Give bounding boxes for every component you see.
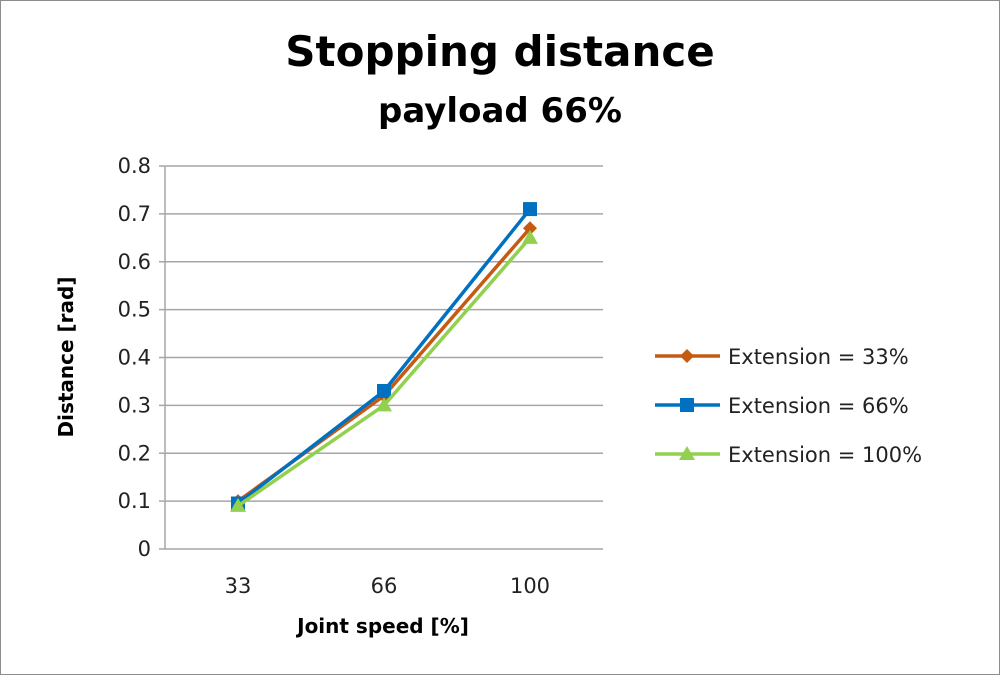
chart-subtitle: payload 66% [378,91,622,131]
x-axis-label: Joint speed [%] [295,614,469,638]
series-line [236,207,532,505]
legend-item: Extension = 33% [655,345,909,369]
square-marker [377,384,391,399]
diamond-marker [523,221,537,236]
series-2 [231,202,537,511]
square-marker [680,398,694,412]
y-tick-label: 0.7 [118,202,151,226]
series-1 [231,221,537,509]
legend-label: Extension = 33% [728,345,909,369]
y-tick-label: 0.6 [118,250,151,274]
legend-item: Extension = 66% [655,394,909,418]
triangle-marker [376,397,392,412]
y-tick-label: 0.1 [118,489,151,513]
triangle-marker [679,446,695,460]
y-tick-label: 0.5 [118,298,151,322]
legend-item: Extension = 100% [655,443,922,467]
legend-label: Extension = 66% [728,394,909,418]
x-tick-label: 33 [225,574,252,598]
series-line [236,227,532,503]
x-tick-label: 66 [371,574,398,598]
legend-label: Extension = 100% [728,443,922,467]
diamond-marker [680,349,694,363]
square-marker [523,202,537,217]
series-3 [230,229,538,512]
y-tick-label: 0.4 [118,346,151,370]
y-tick-label: 0.2 [118,441,151,465]
triangle-marker [230,497,246,512]
chart-title: Stopping distance [285,27,714,76]
triangle-marker [522,229,538,244]
y-tick-label: 0.8 [118,154,151,178]
y-tick-label: 0.3 [118,393,151,417]
y-axis-label: Distance [rad] [54,277,78,438]
y-tick-label: 0 [138,537,151,561]
x-tick-label: 100 [510,574,550,598]
